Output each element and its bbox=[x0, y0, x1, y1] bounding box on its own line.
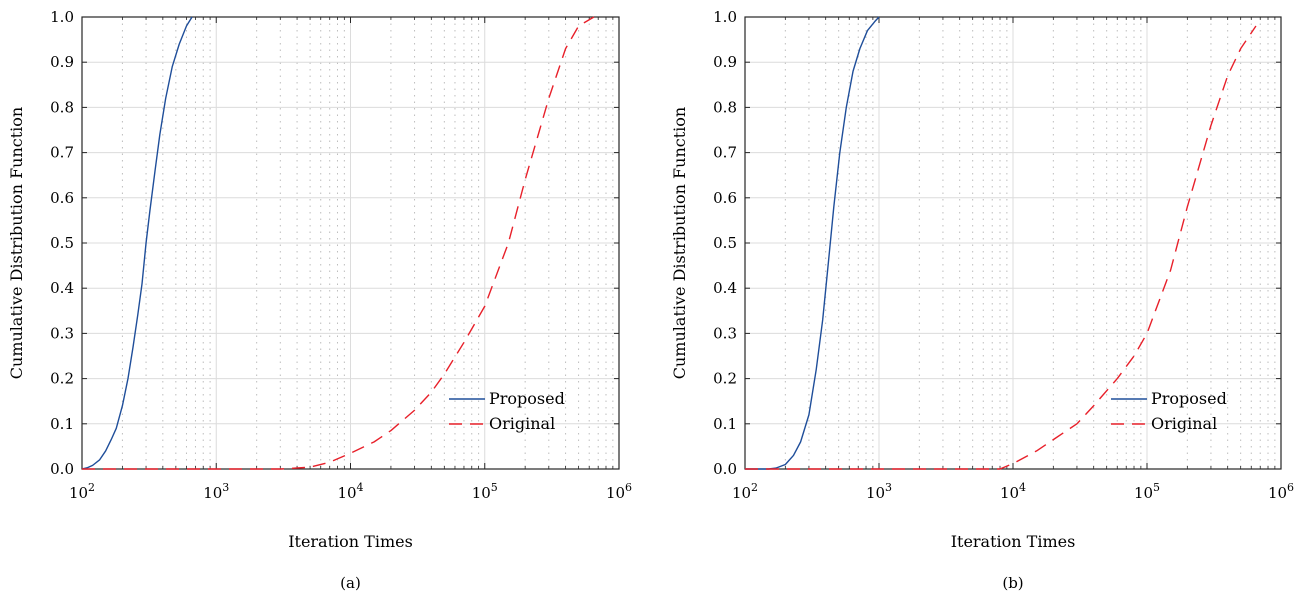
legend-label-proposed: Proposed bbox=[1151, 389, 1227, 408]
y-axis-label: Cumulative Distribution Function bbox=[670, 107, 689, 379]
series-line-proposed bbox=[82, 16, 193, 470]
y-tick-label: 1.0 bbox=[713, 8, 737, 26]
x-tick-label: 104 bbox=[337, 481, 363, 502]
y-axis-label: Cumulative Distribution Function bbox=[7, 107, 26, 379]
y-tick-label: 1.0 bbox=[50, 8, 74, 26]
series-line-original bbox=[745, 25, 1257, 470]
legend: Proposed Original bbox=[449, 389, 565, 433]
chart-panel-1: 0.0 0.1 0.2 0.3 0.4 0.5 0.6 0.7 0.8 0.9 1.0 102 103 1… bbox=[7, 8, 632, 592]
x-tick-label: 104 bbox=[1000, 481, 1026, 502]
y-tick-label: 0.5 bbox=[50, 234, 74, 252]
y-tick-label: 0.4 bbox=[50, 279, 74, 297]
legend-label-original: Original bbox=[489, 414, 555, 433]
y-tick-label: 0.8 bbox=[50, 98, 74, 116]
y-tick-label: 0.3 bbox=[713, 324, 737, 342]
panel-label: (b) bbox=[1002, 574, 1023, 592]
y-tick-label: 0.6 bbox=[713, 189, 737, 207]
y-tick-label: 0.2 bbox=[713, 370, 737, 388]
y-tick-label: 0.0 bbox=[713, 460, 737, 478]
legend-label-original: Original bbox=[1151, 414, 1217, 433]
y-tick-label: 0.4 bbox=[713, 279, 737, 297]
series-line-proposed bbox=[745, 16, 880, 470]
x-tick-label: 102 bbox=[69, 481, 95, 502]
x-tick-label: 102 bbox=[732, 481, 758, 502]
y-tick-label: 0.1 bbox=[50, 415, 74, 433]
x-tick-label: 105 bbox=[1134, 481, 1160, 502]
y-tick-label: 0.7 bbox=[713, 144, 737, 162]
chart-panel-2: 0.0 0.1 0.2 0.3 0.4 0.5 0.6 0.7 0.8 0.9 1.0 102 103 1… bbox=[670, 8, 1294, 592]
y-tick-label: 0.9 bbox=[713, 53, 737, 71]
y-tick-label: 0.5 bbox=[713, 234, 737, 252]
y-tick-label: 0.8 bbox=[713, 98, 737, 116]
legend: Proposed Original bbox=[1111, 389, 1227, 433]
y-tick-label: 0.9 bbox=[50, 53, 74, 71]
x-axis-label: Iteration Times bbox=[951, 532, 1076, 551]
legend-label-proposed: Proposed bbox=[489, 389, 565, 408]
x-tick-label: 106 bbox=[606, 481, 632, 502]
x-tick-label: 106 bbox=[1268, 481, 1294, 502]
x-tick-label: 103 bbox=[203, 481, 229, 502]
x-axis-label: Iteration Times bbox=[288, 532, 413, 551]
y-tick-label: 0.0 bbox=[50, 460, 74, 478]
y-tick-label: 0.7 bbox=[50, 144, 74, 162]
y-tick-label: 0.1 bbox=[713, 415, 737, 433]
y-tick-label: 0.6 bbox=[50, 189, 74, 207]
x-tick-label: 103 bbox=[866, 481, 892, 502]
x-tick-label: 105 bbox=[472, 481, 498, 502]
y-tick-label: 0.2 bbox=[50, 370, 74, 388]
panel-label: (a) bbox=[340, 574, 361, 592]
y-tick-label: 0.3 bbox=[50, 324, 74, 342]
